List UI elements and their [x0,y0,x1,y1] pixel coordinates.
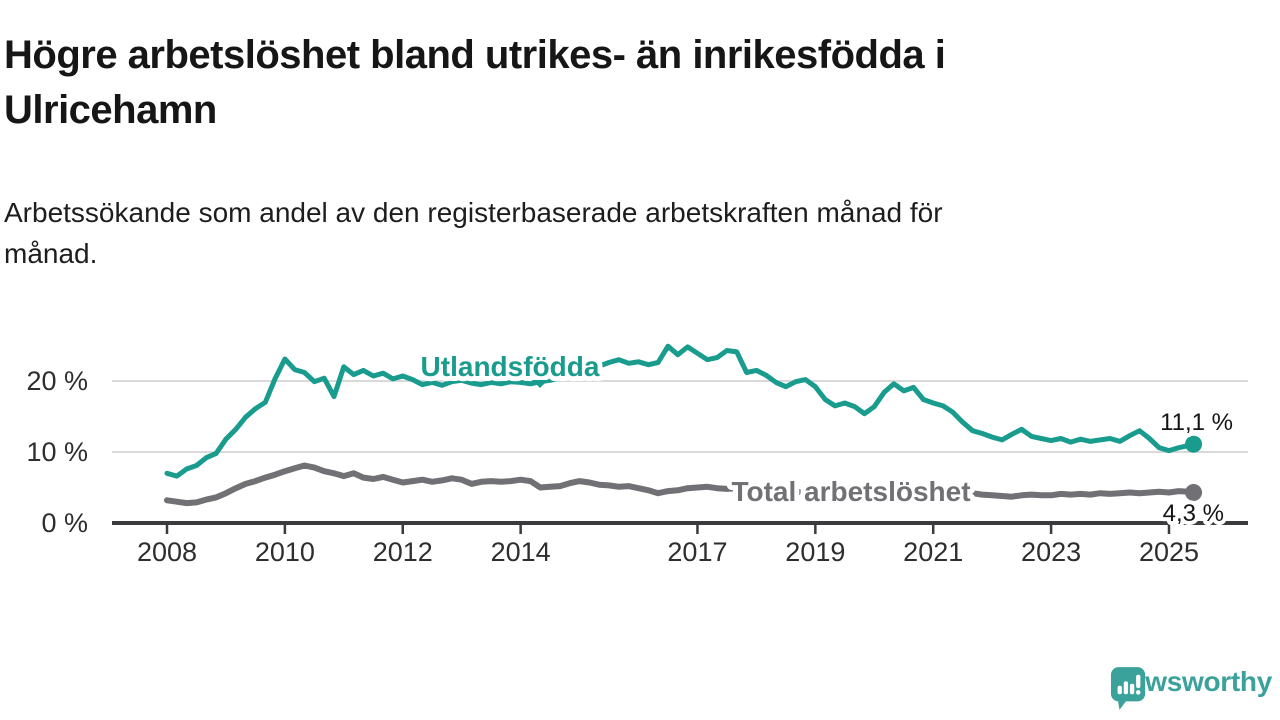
end-value-total: 4,3 % [1163,500,1224,527]
page-title-line-2: Ulricehamn [4,88,217,133]
chart-subtitle-line-1: Arbetssökande som andel av den registerb… [4,197,943,228]
series-label-pointer-triangle-icon [532,380,548,388]
x-tick-label: 2019 [785,537,845,567]
newsworthy-logo: Newsworthy [1110,666,1272,710]
x-tick-label: 2010 [255,537,315,567]
series-end-dot-total-arbetsloshet [1185,483,1203,501]
page-title-line-1: Högre arbetslöshet bland utrikes- än inr… [4,33,946,77]
series-label-total-arbetsloshet: Total arbetslöshet [731,476,970,507]
x-tick-label: 2014 [491,537,551,567]
newsworthy-logo-icon [1111,667,1146,710]
page-title: Högre arbetslöshet bland utrikes- än inr… [4,28,946,138]
end-value-utlandsfodda: 11,1 % [1160,409,1233,436]
x-tick-label: 2017 [667,537,727,567]
chart-subtitle: Arbetssökande som andel av den registerb… [4,193,943,274]
x-tick-label: 2021 [903,537,963,567]
x-tick-label: 2012 [373,537,433,567]
x-tick-label: 2025 [1139,537,1199,567]
series-line-total-arbetsloshet [164,462,1197,507]
x-tick-label: 2008 [137,537,197,567]
y-tick-label: 10 % [26,437,88,467]
series-label-utlandsfodda: Utlandsfödda [421,351,600,382]
series-end-dot-utlandsfodda [1185,435,1203,453]
chart-subtitle-line-2: månad. [4,237,98,269]
y-tick-label: 20 % [26,366,88,396]
series-line-utlandsfodda [164,343,1197,479]
x-tick-label: 2023 [1021,537,1081,567]
y-tick-label: 0 % [41,508,88,538]
chart-layer: 0 % 10 % 20 % 2008 2010 2012 2014 2017 2019 2021 2… [26,343,1248,567]
